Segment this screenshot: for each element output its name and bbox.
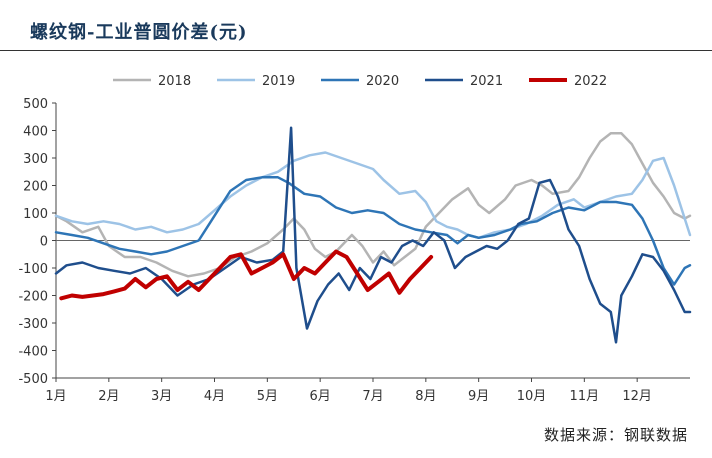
- x-tick-label: 3月: [151, 389, 172, 404]
- series-line-2018: [54, 132, 692, 278]
- title-divider: [0, 50, 712, 51]
- y-tick-label: -400: [18, 345, 48, 360]
- legend-label-2019: 2019: [262, 74, 295, 89]
- y-tick-label: -500: [18, 372, 48, 387]
- y-tick-label: -100: [18, 262, 48, 277]
- x-tick-label: 2月: [98, 389, 119, 404]
- chart-title: 螺纹钢-工业普圆价差(元): [30, 22, 248, 43]
- x-tick-label: 12月: [622, 389, 652, 404]
- x-tick-label: 6月: [310, 389, 331, 404]
- legend-label-2020: 2020: [366, 74, 399, 89]
- source-note: 数据来源：钢联数据: [543, 426, 688, 444]
- y-tick-label: 0: [40, 235, 48, 250]
- y-tick-label: 400: [23, 125, 48, 140]
- y-tick-label: 300: [23, 152, 48, 167]
- series-line-2022: [59, 249, 434, 301]
- x-tick-label: 9月: [468, 389, 489, 404]
- plot-area: [54, 126, 692, 344]
- series-line-2019: [54, 151, 692, 240]
- legend-label-2018: 2018: [158, 74, 191, 89]
- x-tick-label: 5月: [257, 389, 278, 404]
- x-tick-label: 10月: [517, 389, 547, 404]
- x-tick-label: 11月: [570, 389, 600, 404]
- y-tick-label: 500: [23, 97, 48, 112]
- x-tick-label: 1月: [45, 389, 66, 404]
- y-axis: 500 400 300 200 100 0 -100 -200 -300 -400 -500: [18, 97, 57, 387]
- legend-label-2022: 2022: [574, 74, 607, 89]
- x-tick-label: 4月: [204, 389, 225, 404]
- y-tick-label: 200: [23, 180, 48, 195]
- y-tick-label: -200: [18, 290, 48, 305]
- x-tick-label: 8月: [415, 389, 436, 404]
- y-tick-label: 100: [23, 207, 48, 222]
- legend-label-2021: 2021: [470, 74, 503, 89]
- series-line-2021: [54, 126, 692, 344]
- y-tick-label: -300: [18, 317, 48, 332]
- series-line-2020: [54, 176, 692, 286]
- legend: 2018 2019 2020 2021 2022: [113, 74, 607, 89]
- x-axis: 1月 2月 3月 4月 5月 6月 7月 8月 9月 10月 11月 12月: [45, 240, 690, 404]
- x-tick-label: 7月: [362, 389, 383, 404]
